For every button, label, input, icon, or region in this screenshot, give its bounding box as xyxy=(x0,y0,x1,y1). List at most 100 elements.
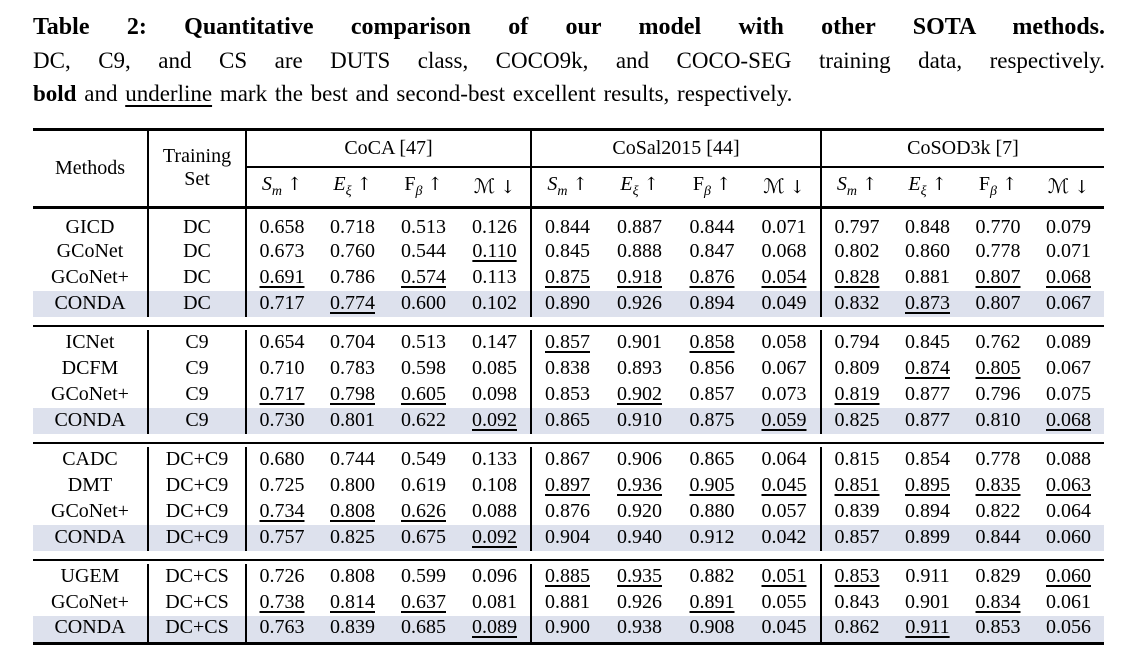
value-cell: 0.926 xyxy=(617,591,662,613)
group-separator-line xyxy=(33,558,1104,561)
up-arrow-icon: ↑ xyxy=(643,174,659,196)
value-cell: 0.055 xyxy=(748,589,822,616)
value-cell: 0.844 xyxy=(545,215,590,238)
value-cell: 0.549 xyxy=(401,448,446,470)
bottom-rule xyxy=(33,641,1104,645)
training-set-cell: C9 xyxy=(148,329,247,356)
value-cell: 0.853 xyxy=(545,383,590,405)
value-cell: 0.619 xyxy=(401,474,446,496)
value-cell: 0.862 xyxy=(821,615,892,642)
value-cell: 0.108 xyxy=(459,472,532,499)
table-row: GCoNet+ DC+CS 0.738 0.814 0.637 0.081 0.881 0.9… xyxy=(33,589,1104,616)
value-cell: 0.622 xyxy=(388,407,459,434)
value-cell: 0.848 xyxy=(905,215,950,238)
value-cell: 0.814 xyxy=(330,591,375,613)
value-cell: 0.828 xyxy=(834,266,880,288)
value-cell: 0.845 xyxy=(545,240,590,262)
header-training-line: Set xyxy=(184,168,210,191)
value-cell: 0.089 xyxy=(1046,331,1091,353)
value-cell: 0.092 xyxy=(459,407,532,434)
value-cell: 0.067 xyxy=(1033,290,1104,317)
value-cell: 0.891 xyxy=(689,591,735,613)
value-cell: 0.798 xyxy=(330,383,375,405)
value-cell: 0.940 xyxy=(603,524,676,551)
value-cell: 0.658 xyxy=(259,215,305,238)
value-cell: 0.808 xyxy=(330,500,375,522)
metric-subscript: β xyxy=(990,184,997,200)
metric-subscript: β xyxy=(415,184,423,200)
caption-line3-part: and xyxy=(76,81,126,106)
value-cell: 0.774 xyxy=(317,290,388,317)
value-cell: 0.810 xyxy=(963,407,1033,434)
value-cell: 0.819 xyxy=(834,383,880,405)
value-cell: 0.905 xyxy=(689,474,735,496)
metric-subscript: ξ xyxy=(632,184,639,200)
group-separator xyxy=(33,317,1104,330)
value-cell: 0.838 xyxy=(545,357,590,379)
value-cell: 0.049 xyxy=(748,290,822,317)
up-arrow-icon: ↑ xyxy=(356,174,372,196)
value-cell: 0.809 xyxy=(834,357,880,379)
bottom-rule-line xyxy=(33,641,1104,645)
value-cell: 0.858 xyxy=(689,331,735,353)
header-dataset: CoSOD3k [7] xyxy=(821,131,1104,168)
value-cell: 0.079 xyxy=(1046,215,1091,238)
up-arrow-icon: ↑ xyxy=(1002,174,1018,196)
value-cell: 0.685 xyxy=(388,615,459,642)
table-row: UGEM DC+CS 0.726 0.808 0.599 0.096 0.885 0.935 0… xyxy=(33,563,1104,590)
value-cell: 0.147 xyxy=(459,329,532,356)
value-cell: 0.060 xyxy=(1046,565,1091,587)
method-cell: GCoNet+ xyxy=(33,381,149,408)
value-cell: 0.717 xyxy=(246,290,317,317)
value-cell: 0.860 xyxy=(905,240,950,262)
value-cell: 0.738 xyxy=(259,591,305,613)
up-arrow-icon: ↑ xyxy=(287,174,303,196)
value-cell: 0.911 xyxy=(892,615,963,642)
value-cell: 0.844 xyxy=(689,215,735,238)
value-cell: 0.673 xyxy=(259,240,305,262)
training-set-cell: C9 xyxy=(148,381,247,408)
up-arrow-icon: ↑ xyxy=(572,174,588,196)
method-cell: DCFM xyxy=(33,355,149,382)
header-dataset: CoSal2015 [44] xyxy=(531,131,822,168)
metric-symbol: S xyxy=(547,173,558,196)
value-cell: 0.857 xyxy=(821,524,892,551)
header-row-metrics: Sm ↑ Eξ ↑ Fβ ↑ ℳ ↓ Sm ↑ Eξ ↑ Fβ ↑ ℳ ↓ Sm ↑ Eξ ↑ Fβ… xyxy=(33,167,1104,209)
training-set-cell: DC xyxy=(148,290,247,317)
up-arrow-icon: ↑ xyxy=(862,174,878,196)
value-cell: 0.882 xyxy=(689,565,735,587)
training-set-cell: DC+CS xyxy=(148,563,247,590)
value-cell: 0.832 xyxy=(821,290,892,317)
value-cell: 0.054 xyxy=(748,264,822,291)
table-row: DCFM C9 0.710 0.783 0.598 0.085 0.838 0.893 0.85… xyxy=(33,355,1104,382)
value-cell: 0.875 xyxy=(676,407,748,434)
value-cell: 0.089 xyxy=(459,615,532,642)
method-cell: GCoNet+ xyxy=(33,498,149,525)
metric-symbol: F xyxy=(404,173,416,196)
group-separator-cell xyxy=(33,434,1104,447)
header-row-datasets: Methods Training Set CoCA [47] CoSal2015 [44… xyxy=(33,131,1104,209)
down-arrow-icon: ↓ xyxy=(500,177,516,199)
group-separator xyxy=(33,434,1104,447)
method-cell: CADC xyxy=(33,446,149,473)
training-set-cell: DC xyxy=(148,207,247,239)
group-separator-line xyxy=(33,324,1104,327)
value-cell: 0.825 xyxy=(317,524,388,551)
value-cell: 0.042 xyxy=(748,524,822,551)
group-separator-cell xyxy=(33,551,1104,564)
metric-symbol: F xyxy=(978,173,991,196)
table-row: CONDA DC+C9 0.757 0.825 0.675 0.092 0.904 0.940… xyxy=(33,524,1104,551)
value-cell: 0.853 xyxy=(963,615,1033,642)
value-cell: 0.876 xyxy=(689,266,735,288)
value-cell: 0.088 xyxy=(459,498,532,525)
header-dataset: CoCA [47] xyxy=(246,131,532,168)
metric-symbol: E xyxy=(908,173,921,196)
method-cell: GCoNet xyxy=(33,238,149,265)
value-cell: 0.068 xyxy=(1046,266,1091,288)
value-cell: 0.068 xyxy=(748,238,822,265)
value-cell: 0.061 xyxy=(1046,591,1091,613)
value-cell: 0.834 xyxy=(975,591,1021,613)
value-cell: 0.113 xyxy=(459,264,532,291)
value-cell: 0.897 xyxy=(545,474,590,496)
value-cell: 0.900 xyxy=(531,615,603,642)
